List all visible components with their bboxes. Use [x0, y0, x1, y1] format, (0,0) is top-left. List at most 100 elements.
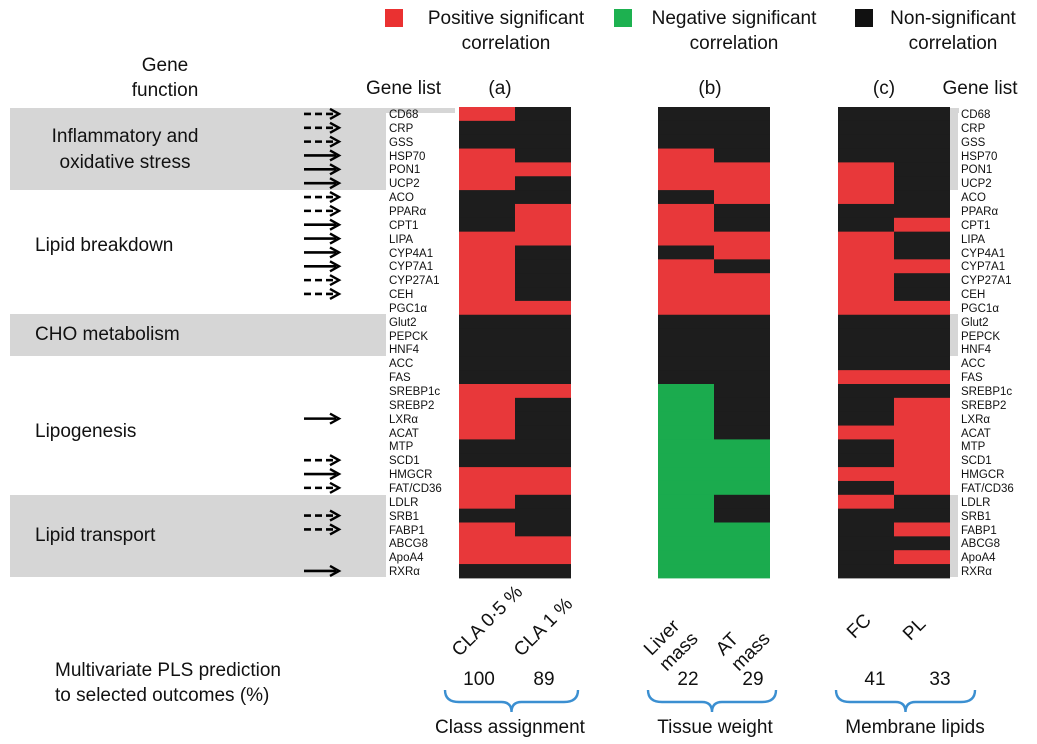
heatmap-cell-cla-1--cyp27a1 — [515, 273, 571, 288]
heatmap-cell-cla-0-5--fat-cd36 — [459, 480, 515, 496]
gene-label-left: CD68 — [389, 109, 419, 121]
heatmap-cell-at-mass-acc — [714, 356, 770, 371]
heatmap-cell-at-mass-abcg8 — [714, 536, 770, 551]
heatmap-cell-fc-ceh — [838, 287, 894, 302]
heatmap-cell-at-mass-cd68 — [714, 107, 770, 122]
heatmap-cell-cla-1--mtp — [515, 439, 571, 454]
heatmap-cell-fc-aco — [838, 190, 894, 205]
pct-class-1: 100 — [463, 669, 495, 690]
gene-label-right: ApoA4 — [961, 552, 996, 565]
gene-label-left: PGC1α — [389, 302, 427, 315]
heatmap-cell-cla-0-5--acat — [459, 425, 515, 440]
dashed-arrow-icon — [304, 204, 342, 217]
heatmap-cell-at-mass-lxr- — [714, 411, 770, 427]
gene-list-header-right: Gene list — [942, 78, 1018, 99]
heatmap-cell-fc-cd68 — [838, 107, 894, 122]
heatmap-cell-at-mass-ppar- — [714, 203, 770, 219]
gene-label-right: MTP — [961, 441, 986, 454]
heatmap-cell-pl-fat-cd36 — [894, 480, 950, 496]
heatmap-cell-cla-0-5--cpt1 — [459, 217, 515, 233]
heatmap-cell-fc-hmgcr — [838, 467, 894, 482]
function-label-inflammatory: Inflammatory and oxidative stress — [51, 126, 199, 173]
dashed-arrow-icon — [304, 454, 342, 467]
heatmap-cell-at-mass-apoa4 — [714, 550, 770, 565]
heatmap-cell-at-mass-lipa — [714, 231, 770, 246]
panel-c-label: (c) — [872, 78, 896, 99]
heatmap-cell-cla-1--lxr- — [515, 411, 571, 427]
gene-list-right-bg — [958, 113, 1030, 587]
gene-label-right: Glut2 — [961, 316, 989, 329]
gene-label-left: Glut2 — [389, 316, 417, 329]
gene-label-left: SCD1 — [389, 455, 420, 468]
heatmap-cell-at-mass-pon1 — [714, 162, 770, 177]
legend-label-nonsignificant: Non-significant correlation — [890, 8, 1016, 54]
legend-label-negative: Negative significant correlation — [651, 8, 817, 54]
heatmap-cell-fc-cyp27a1 — [838, 273, 894, 288]
gene-label-right: LDLR — [961, 496, 991, 509]
heatmap-cell-cla-0-5--fabp1 — [459, 522, 515, 537]
heatmap-cell-liver-mass-lxr- — [658, 411, 714, 427]
heatmap-cell-cla-0-5--mtp — [459, 439, 515, 454]
function-label-lipid-transport: Lipid transport — [35, 525, 156, 546]
gene-label-left: RXRα — [389, 566, 420, 578]
gene-label-right: FAT/CD36 — [961, 482, 1014, 495]
heatmap-cell-pl-rxr- — [894, 564, 950, 579]
dashed-arrow-icon — [304, 274, 342, 287]
heatmap-cell-cla-1--pon1 — [515, 162, 571, 177]
heatmap-cell-fc-srebp1c — [838, 384, 894, 399]
heatmap-cell-cla-1--cd68 — [515, 107, 571, 122]
heatmap-cell-fc-ucp2 — [838, 176, 894, 191]
gene-label-left: HSP70 — [389, 150, 426, 163]
heatmap-cell-at-mass-crp — [714, 120, 770, 136]
heatmap-cell-pl-crp — [894, 120, 950, 136]
heatmap-cell-pl-acat — [894, 425, 950, 440]
gene-label-left: ABCG8 — [389, 538, 428, 551]
heatmap-cell-liver-mass-fabp1 — [658, 522, 714, 537]
heatmap-cell-cla-1--aco — [515, 190, 571, 205]
heatmap-cell-pl-aco — [894, 190, 950, 205]
gene-label-right: CRP — [961, 122, 986, 135]
heatmap-cell-pl-ppar- — [894, 203, 950, 219]
heatmap-cell-liver-mass-acc — [658, 356, 714, 371]
heatmap-cell-liver-mass-ldlr — [658, 494, 714, 510]
heatmap-cell-cla-0-5--lxr- — [459, 411, 515, 427]
heatmap-cell-cla-1--hmgcr — [515, 467, 571, 482]
gene-label-right: CYP4A1 — [961, 247, 1006, 260]
heatmap-cell-liver-mass-crp — [658, 120, 714, 136]
gene-label-left: GSS — [389, 136, 414, 149]
heatmap-cell-at-mass-fat-cd36 — [714, 480, 770, 496]
gene-label-left: PEPCK — [389, 330, 428, 343]
heatmap-cell-cla-0-5--ucp2 — [459, 176, 515, 191]
heatmap-cell-fc-hsp70 — [838, 148, 894, 163]
heatmap-cell-cla-1--crp — [515, 120, 571, 136]
gene-label-left: ApoA4 — [389, 552, 424, 565]
heatmap-cell-at-mass-mtp — [714, 439, 770, 454]
heatmap-cell-cla-0-5--fas — [459, 370, 515, 385]
pct-membrane-1: 41 — [864, 669, 886, 690]
heatmap-cell-cla-0-5--cyp27a1 — [459, 273, 515, 288]
heatmap-cell-pl-apoa4 — [894, 550, 950, 565]
heatmap-cell-cla-0-5--hmgcr — [459, 467, 515, 482]
heatmap-cell-cla-0-5--glut2 — [459, 314, 515, 330]
heatmap-cell-pl-glut2 — [894, 314, 950, 330]
heatmap-cell-cla-0-5--hsp70 — [459, 148, 515, 163]
group-bracket — [834, 689, 977, 713]
heatmap-cell-cla-0-5--ceh — [459, 287, 515, 302]
group-label-membrane-lipids: Membrane lipids — [845, 717, 985, 738]
heatmap-cell-liver-mass-aco — [658, 190, 714, 205]
heatmap-cell-at-mass-rxr- — [714, 564, 770, 579]
heatmap-cell-cla-0-5--lipa — [459, 231, 515, 246]
solid-arrow-icon — [304, 177, 342, 190]
solid-arrow-icon — [304, 246, 342, 259]
heatmap-cell-cla-0-5--crp — [459, 120, 515, 136]
heatmap-cell-liver-mass-cyp4a1 — [658, 245, 714, 260]
heatmap-cell-cla-1--ucp2 — [515, 176, 571, 191]
heatmap-cell-cla-1--fat-cd36 — [515, 480, 571, 496]
heatmap-cell-at-mass-srebp2 — [714, 397, 770, 413]
gene-label-left: LXRα — [389, 413, 419, 426]
heatmap-cell-cla-1--srebp2 — [515, 397, 571, 413]
heatmap-cell-liver-mass-glut2 — [658, 314, 714, 330]
gene-label-left: MTP — [389, 441, 414, 454]
